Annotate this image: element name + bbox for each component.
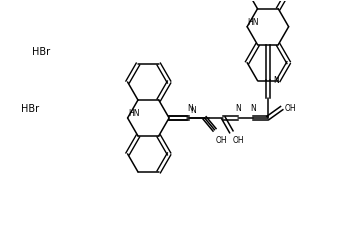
Text: HN: HN [247,18,259,27]
Text: N: N [250,104,256,113]
Text: OH: OH [285,103,296,112]
Text: N: N [190,106,196,115]
Text: OH: OH [215,136,227,145]
Text: HN: HN [128,109,139,118]
Text: OH: OH [232,136,244,145]
Text: N: N [235,104,241,113]
Text: N: N [273,76,278,85]
Text: N: N [187,104,193,113]
Text: HBr: HBr [32,47,50,57]
Text: HBr: HBr [21,104,39,114]
